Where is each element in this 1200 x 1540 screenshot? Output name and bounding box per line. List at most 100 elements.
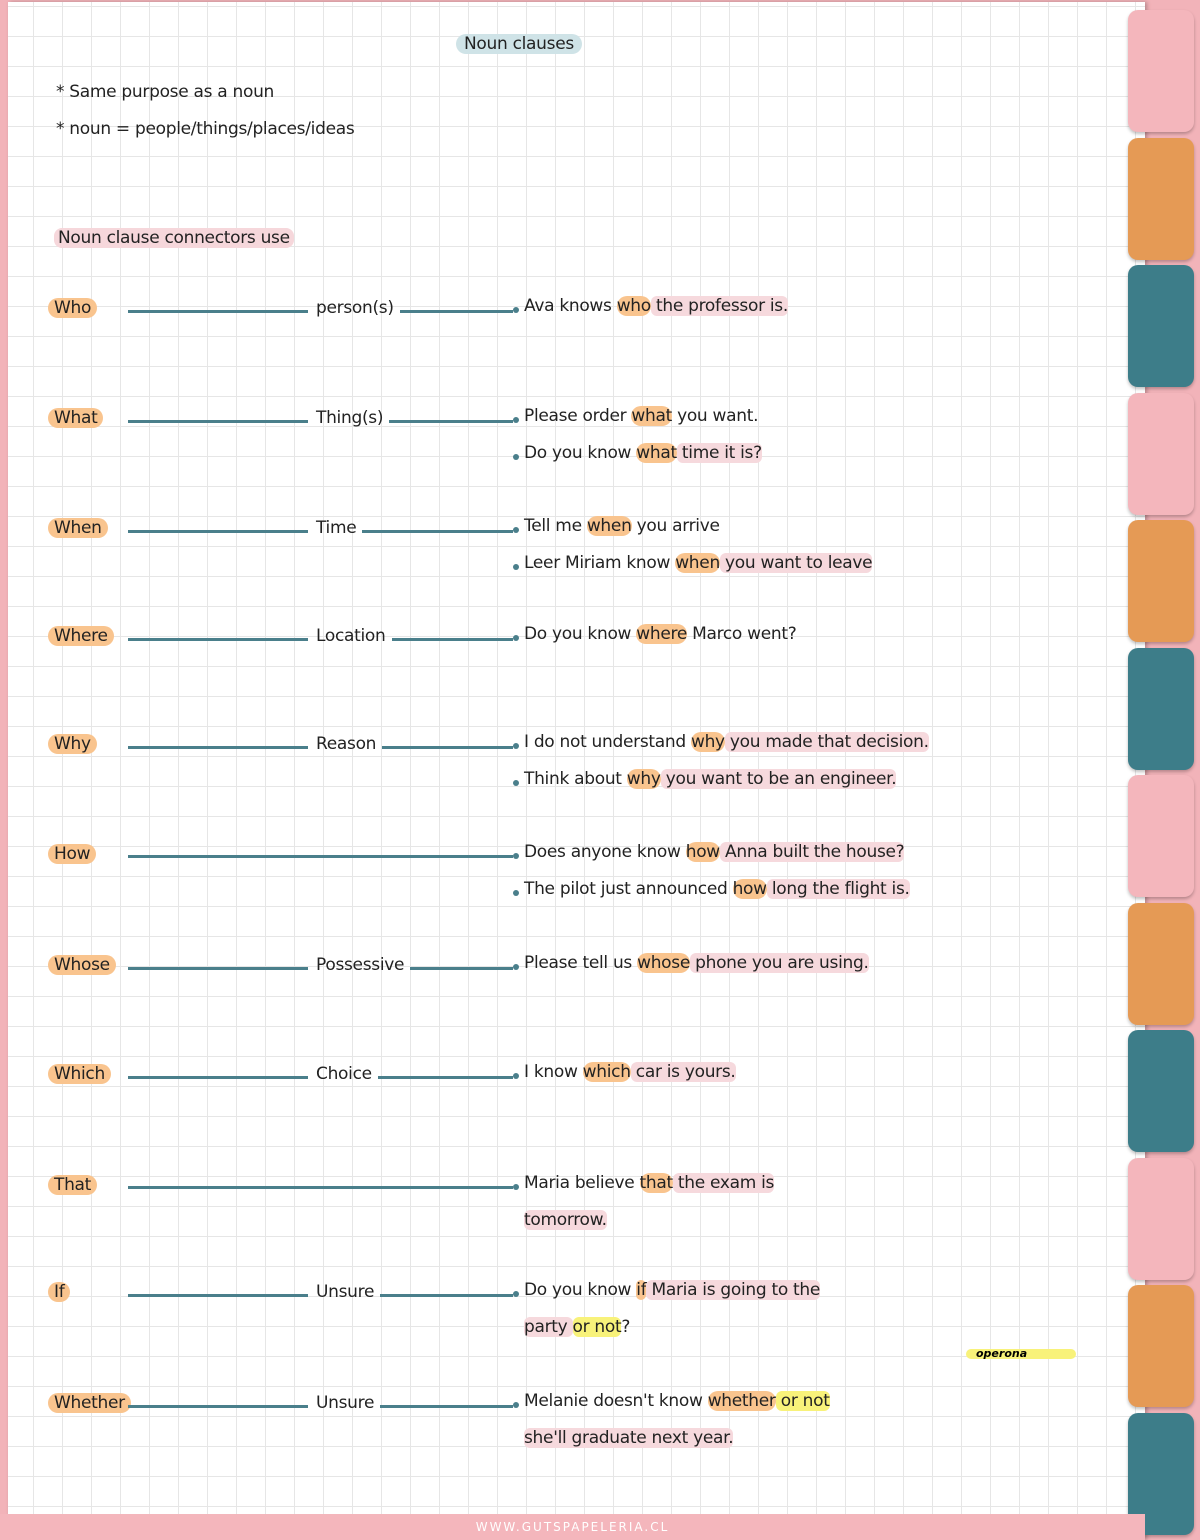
tab-teal[interactable]: [1128, 1030, 1194, 1152]
bullet-dot: [513, 1402, 519, 1408]
highlighted-connector: if: [636, 1280, 647, 1300]
meaning-label: Reason: [316, 734, 377, 754]
sentence-text: ?: [621, 1317, 631, 1337]
example-sentence: Tell me when you arrive: [524, 516, 720, 536]
signature: operona: [966, 1348, 1076, 1359]
meaning-label: Unsure: [316, 1282, 375, 1302]
sentence-text: you want to be an engineer.: [660, 769, 897, 789]
connector-word: Where: [48, 626, 114, 646]
connector-word: Whose: [48, 955, 116, 975]
connector-line: [128, 1405, 308, 1408]
highlighted-connector: how: [732, 879, 767, 899]
tab-orange[interactable]: [1128, 137, 1194, 260]
page-title: Noun clauses: [456, 34, 582, 54]
sentence-text: you want.: [671, 406, 759, 426]
tab-orange[interactable]: [1128, 902, 1194, 1025]
highlighted-connector: whose: [637, 953, 690, 973]
tab-pink[interactable]: [1128, 10, 1194, 132]
bullet-dot: [513, 964, 519, 970]
bullet-dot: [513, 417, 519, 423]
example-sentence: Maria believe that the exam is: [524, 1173, 774, 1193]
tab-pink[interactable]: [1128, 775, 1194, 897]
sentence-text: Please tell us: [524, 953, 638, 973]
meaning-label: Choice: [316, 1064, 372, 1084]
highlighted-connector: how: [685, 842, 720, 862]
connector-word: Who: [48, 298, 98, 318]
meaning-label: person(s): [316, 298, 394, 318]
connector-word: That: [48, 1175, 98, 1195]
connector-word: When: [48, 518, 108, 538]
sentence-text: the exam is: [672, 1173, 775, 1193]
section-heading: Noun clause connectors use: [54, 228, 294, 248]
bullet-dot: [513, 780, 519, 786]
example-sentence: Please order what you want.: [524, 406, 758, 426]
meaning-label: Location: [316, 626, 386, 646]
highlighted-connector: who: [616, 296, 651, 316]
connector-word: What: [48, 408, 104, 428]
footer-url: WWW.GUTSPAPELERIA.CL: [0, 1514, 1145, 1540]
connector-line: [380, 1405, 513, 1408]
connector-line: [378, 1076, 513, 1079]
meaning-label: Thing(s): [316, 408, 384, 428]
connector-word: If: [48, 1282, 71, 1302]
meaning-label: Possessive: [316, 955, 405, 975]
sentence-text: or not: [572, 1317, 622, 1337]
sentence-text: Does anyone know: [524, 842, 686, 862]
connector-line: [389, 420, 513, 423]
tab-teal[interactable]: [1128, 265, 1194, 387]
sentence-text: car is yours.: [630, 1062, 736, 1082]
connector-line: [128, 638, 308, 641]
connector-line: [128, 746, 308, 749]
sentence-text: I know: [524, 1062, 583, 1082]
sentence-text: tomorrow.: [524, 1210, 607, 1230]
bullet-dot: [513, 635, 519, 641]
example-sentence: Leer Miriam know when you want to leave: [524, 553, 873, 573]
highlighted-connector: which: [582, 1062, 631, 1082]
meaning-label: Unsure: [316, 1393, 375, 1413]
bullet-dot: [513, 527, 519, 533]
bullet-dot: [513, 743, 519, 749]
bullet-dot: [513, 853, 519, 859]
sentence-text: Think about: [524, 769, 627, 789]
tab-pink[interactable]: [1128, 1157, 1194, 1280]
sentence-text: Marco went?: [686, 624, 797, 644]
example-sentence: Do you know what time it is?: [524, 443, 762, 463]
connector-line: [382, 746, 513, 749]
example-sentence: Ava knows who the professor is.: [524, 296, 788, 316]
connector-line: [362, 530, 513, 533]
meaning-label: Time: [316, 518, 357, 538]
connector-line: [410, 967, 513, 970]
tab-teal[interactable]: [1128, 647, 1194, 770]
tab-orange[interactable]: [1128, 520, 1194, 642]
example-sentence: Think about why you want to be an engine…: [524, 769, 897, 789]
sentence-text: Melanie doesn't know: [524, 1391, 708, 1411]
highlighted-connector: why: [626, 769, 661, 789]
sentence-text: time it is?: [676, 443, 762, 463]
example-sentence: she'll graduate next year.: [524, 1428, 734, 1448]
sentence-text: you arrive: [631, 516, 720, 536]
highlighted-connector: when: [675, 553, 720, 573]
bullet-dot: [513, 564, 519, 570]
tab-pink[interactable]: [1128, 392, 1194, 515]
connector-line: [380, 1294, 513, 1297]
connector-line: [128, 1294, 308, 1297]
example-sentence: Melanie doesn't know whether or not: [524, 1391, 830, 1411]
example-sentence: tomorrow.: [524, 1210, 607, 1230]
connector-line: [128, 1076, 308, 1079]
sentence-text: Do you know: [524, 1280, 637, 1300]
connector-word: Which: [48, 1064, 111, 1084]
sentence-text: Maria is going to the: [646, 1280, 821, 1300]
highlighted-connector: what: [631, 406, 672, 426]
example-sentence: Does anyone know how Anna built the hous…: [524, 842, 905, 862]
bullet-dot: [513, 454, 519, 460]
tab-orange[interactable]: [1128, 1285, 1194, 1407]
sentence-text: Please order: [524, 406, 632, 426]
connector-line: [128, 420, 308, 423]
bullet-note: * noun = people/things/places/ideas: [56, 119, 355, 139]
connector-word: How: [48, 844, 97, 864]
connector-word: Why: [48, 734, 97, 754]
example-sentence: I do not understand why you made that de…: [524, 732, 929, 752]
sentence-text: party: [524, 1317, 573, 1337]
highlighted-connector: when: [586, 516, 632, 536]
sentence-text: Do you know: [524, 624, 637, 644]
